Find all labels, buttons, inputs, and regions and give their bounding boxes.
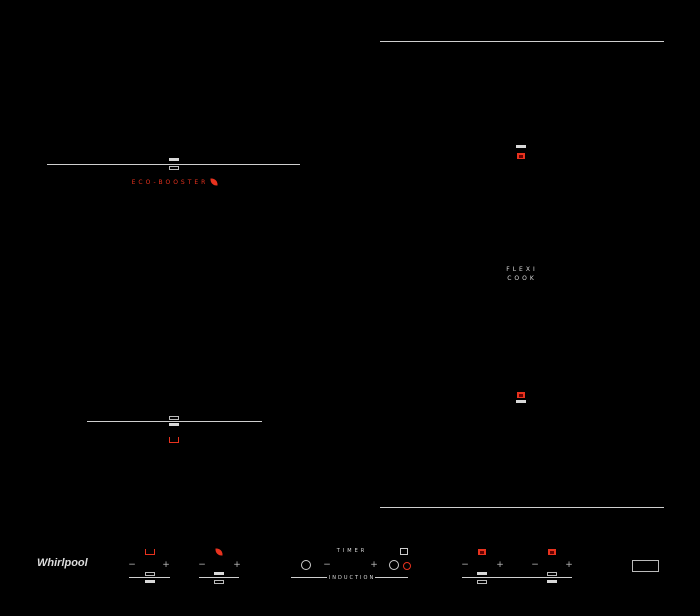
zone-indicator-outline (547, 572, 557, 576)
flexi-slider[interactable] (462, 577, 572, 578)
zone-indicator-outline (214, 580, 224, 584)
pot-icon (169, 437, 179, 443)
pot-icon (145, 549, 155, 555)
zone-indicator-filled (169, 158, 179, 161)
timer-minus-button[interactable]: − (323, 560, 331, 570)
zone1-plus-button[interactable]: + (162, 560, 170, 570)
zone-indicator-outline (145, 572, 155, 576)
timer-icon[interactable] (403, 562, 411, 570)
timer-plus-button[interactable]: + (370, 560, 378, 570)
zone2-minus-button[interactable]: − (198, 560, 206, 570)
power-icon[interactable] (301, 560, 311, 570)
zone3-minus-button[interactable]: − (461, 560, 469, 570)
flexi-label: FLEXI (506, 266, 538, 273)
cook-label: COOK (507, 275, 537, 282)
eco-booster-label: ECO-BOOSTER (131, 179, 209, 186)
zone3-plus-button[interactable]: + (496, 560, 504, 570)
flexi-zone-icon (478, 549, 486, 555)
zone-indicator-filled (477, 572, 487, 575)
display-window (632, 560, 659, 572)
flexi-zone-icon (517, 392, 525, 398)
control-line (375, 577, 408, 578)
zone-indicator-filled (516, 145, 526, 148)
circle-button[interactable] (389, 560, 399, 570)
zone2-slider[interactable] (199, 577, 239, 578)
zone-indicator-outline (477, 580, 487, 584)
eco-zone-line (47, 164, 300, 165)
zone-indicator-filled (547, 580, 557, 583)
timer-label: TIMER (336, 548, 368, 554)
flexi-zone-icon (517, 153, 525, 159)
zone-indicator-filled (214, 572, 224, 575)
zone-indicator-filled (169, 423, 179, 426)
zone4-minus-button[interactable]: − (531, 560, 539, 570)
zone-indicator-filled (145, 580, 155, 583)
zone-indicator-outline (169, 166, 179, 170)
flexi-zone-top-line (380, 41, 664, 42)
lock-icon[interactable] (400, 548, 408, 555)
induction-label: INDUCTION (328, 575, 376, 581)
flexi-zone-icon (548, 549, 556, 555)
control-line (291, 577, 327, 578)
flexi-zone-bottom-line (380, 507, 664, 508)
zone-indicator-filled (516, 400, 526, 403)
whirlpool-logo: Whirlpool (37, 557, 88, 569)
lower-left-zone-line (87, 421, 262, 422)
zone1-slider[interactable] (129, 577, 170, 578)
zone1-minus-button[interactable]: − (128, 560, 136, 570)
leaf-icon (210, 178, 218, 186)
zone4-plus-button[interactable]: + (565, 560, 573, 570)
zone-indicator-outline (169, 416, 179, 420)
zone2-plus-button[interactable]: + (233, 560, 241, 570)
leaf-icon (215, 548, 223, 556)
